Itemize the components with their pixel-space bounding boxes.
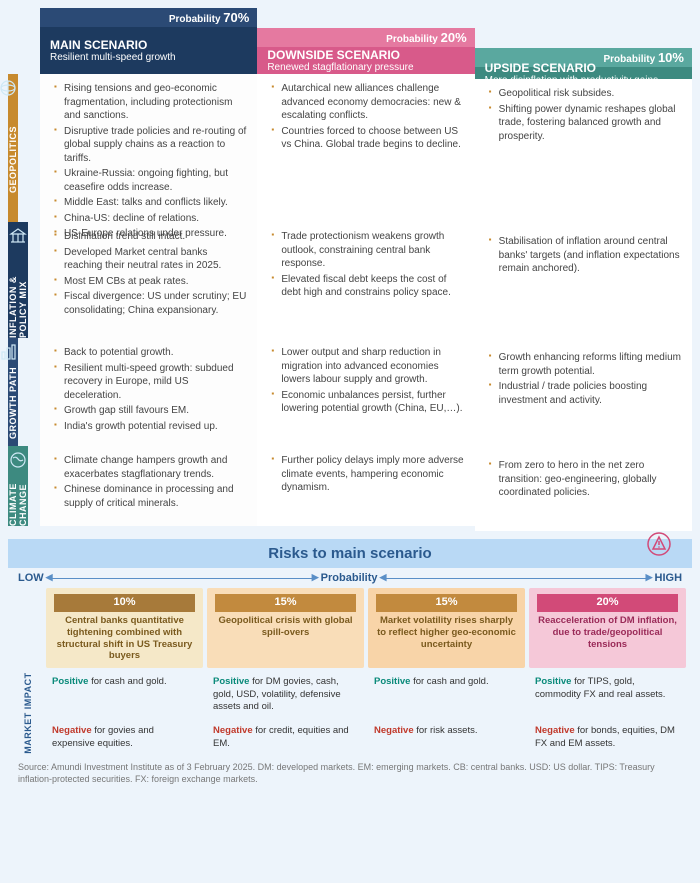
scenario-header-up: UPSIDE SCENARIOMore disinflation with pr… [475, 67, 692, 79]
page: GEOPOLITICSINFLATION & POLICY MIXGROWTH … [0, 0, 700, 797]
cell-up-climate: From zero to hero in the net zero transi… [475, 451, 692, 531]
axis-low: LOW [18, 572, 44, 584]
prob-bar-down: Probability 20% [257, 28, 474, 47]
cell-main-climate: Climate change hampers growth and exacer… [40, 446, 257, 526]
axis-label: Probability [321, 572, 378, 584]
fed-icon [8, 226, 28, 246]
risk-box-2: 15%Market volatility rises sharply to re… [368, 588, 525, 668]
market-impact-label: MARKET IMPACT [14, 672, 42, 754]
cell-down-climate: Further policy delays imply more adverse… [257, 446, 474, 526]
scenario-header-down: DOWNSIDE SCENARIORenewed stagflationary … [257, 47, 474, 74]
prob-bar-main: Probability 70% [40, 8, 257, 27]
earth-icon [8, 450, 28, 470]
impact-neg-0: Negative for govies and expensive equiti… [46, 721, 203, 754]
impact-neg-1: Negative for credit, equities and EM. [207, 721, 364, 754]
footnote: Source: Amundi Investment Institute as o… [8, 754, 692, 789]
impact-neg-2: Negative for risk assets. [368, 721, 525, 754]
impact-neg-3: Negative for bonds, equities, DM FX and … [529, 721, 686, 754]
globe-icon [8, 78, 18, 98]
scenarios-grid: GEOPOLITICSINFLATION & POLICY MIXGROWTH … [8, 8, 692, 531]
risk-box-3: 20%Reacceleration of DM inflation, due t… [529, 588, 686, 668]
impact-pos-0: Positive for cash and gold. [46, 672, 203, 717]
risk-box-0: 10%Central banks quantitative tightening… [46, 588, 203, 668]
cell-down-infl: Trade protectionism weakens growth outlo… [257, 222, 474, 338]
risks-grid: 10%Central banks quantitative tightening… [8, 588, 692, 754]
scenario-up-col: Probability 10%UPSIDE SCENARIOMore disin… [475, 8, 692, 531]
cell-main-geo: Rising tensions and geo-economic fragmen… [40, 74, 257, 222]
cell-up-infl: Stabilisation of inflation around centra… [475, 227, 692, 343]
scenario-header-main: MAIN SCENARIOResilient multi-speed growt… [40, 27, 257, 74]
alert-icon [646, 531, 672, 561]
impact-pos-3: Positive for TIPS, gold, commodity FX an… [529, 672, 686, 717]
probability-axis: LOW Probability HIGH [8, 568, 692, 588]
risks-header: Risks to main scenario [8, 539, 692, 568]
bars-icon [8, 342, 18, 362]
cell-main-growth: Back to potential growth.Resilient multi… [40, 338, 257, 446]
row-label-infl: INFLATION & POLICY MIX [8, 222, 28, 338]
cell-down-growth: Lower output and sharp reduction in migr… [257, 338, 474, 446]
row-label-climate: CLIMATE CHANGE [8, 446, 28, 526]
impact-pos-2: Positive for cash and gold. [368, 672, 525, 717]
row-labels-col: GEOPOLITICSINFLATION & POLICY MIXGROWTH … [8, 8, 40, 531]
row-label-growth: GROWTH PATH [8, 338, 18, 446]
scenario-main-col: Probability 70%MAIN SCENARIOResilient mu… [40, 8, 257, 531]
axis-high: HIGH [655, 572, 683, 584]
risk-box-1: 15%Geopolitical crisis with global spill… [207, 588, 364, 668]
cell-down-geo: Autarchical new alliances challenge adva… [257, 74, 474, 222]
row-label-geo: GEOPOLITICS [8, 74, 18, 222]
cell-up-geo: Geopolitical risk subsides.Shifting powe… [475, 79, 692, 227]
scenario-down-col: Probability 20%DOWNSIDE SCENARIORenewed … [257, 8, 474, 531]
cell-main-infl: Disinflation trend still intact.Develope… [40, 222, 257, 338]
impact-pos-1: Positive for DM govies, cash, gold, USD,… [207, 672, 364, 717]
cell-up-growth: Growth enhancing reforms lifting medium … [475, 343, 692, 451]
